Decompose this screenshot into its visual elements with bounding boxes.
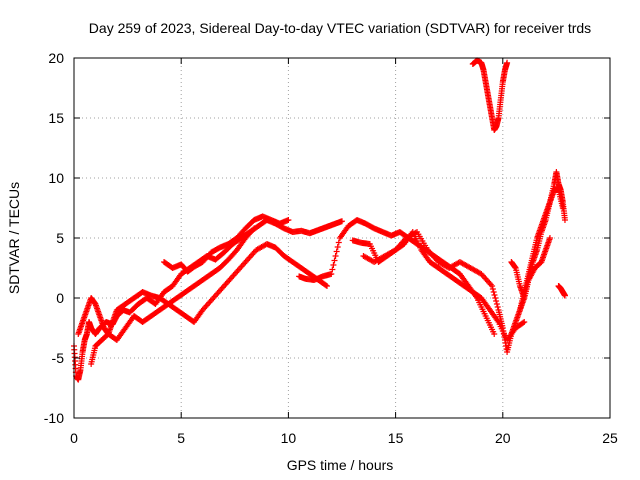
- data-point: [331, 257, 338, 264]
- data-point: [490, 289, 497, 295]
- data-point: [521, 319, 528, 325]
- data-point: [491, 331, 498, 337]
- axis-ticks: 0 5 10 15 20 25 -10 -5 0 5 10 15 20: [44, 50, 618, 446]
- x-tick-label: 25: [602, 430, 618, 446]
- data-point: [561, 292, 568, 299]
- y-axis-title: SDTVAR / TECUs: [6, 182, 22, 294]
- y-tick-label: 20: [48, 50, 64, 66]
- data-point: [332, 253, 339, 259]
- x-tick-label: 20: [495, 430, 511, 446]
- data-point: [339, 218, 345, 225]
- y-tick-label: 15: [48, 110, 64, 126]
- data-point: [329, 266, 336, 273]
- data-point: [323, 283, 330, 289]
- data-point: [251, 225, 258, 232]
- y-tick-label: 0: [56, 290, 64, 306]
- data-point: [335, 239, 342, 246]
- x-tick-label: 15: [388, 430, 404, 446]
- data-point: [330, 262, 337, 268]
- x-tick-label: 10: [281, 430, 297, 446]
- data-point: [492, 295, 499, 301]
- data-point: [489, 286, 496, 292]
- y-tick-label: -10: [44, 410, 64, 426]
- series-track-c: [161, 213, 292, 275]
- data-point: [491, 292, 498, 298]
- data-point: [493, 301, 500, 307]
- data-point: [333, 248, 340, 255]
- y-tick-label: 10: [48, 170, 64, 186]
- data-point: [561, 217, 568, 223]
- data-point: [546, 235, 553, 241]
- series-track-j: [516, 187, 566, 313]
- data-point: [328, 271, 335, 277]
- data-marks: [71, 57, 568, 383]
- data-point: [489, 283, 496, 289]
- y-tick-label: -5: [52, 350, 65, 366]
- series-track-d: [88, 225, 258, 367]
- y-tick-label: 5: [56, 230, 64, 246]
- data-point: [559, 205, 566, 211]
- series-track-e: [296, 217, 498, 337]
- data-point: [322, 282, 329, 289]
- data-point: [520, 319, 527, 326]
- data-point: [285, 217, 292, 223]
- x-tick-label: 5: [177, 430, 185, 446]
- series-track-h: [469, 57, 511, 133]
- x-tick-label: 0: [70, 430, 78, 446]
- chart-title: Day 259 of 2023, Sidereal Day-to-day VTE…: [89, 20, 591, 36]
- data-point: [493, 298, 500, 304]
- data-point: [494, 304, 501, 310]
- data-point: [250, 226, 257, 233]
- data-point: [334, 244, 341, 250]
- x-axis-title: GPS time / hours: [287, 457, 394, 473]
- series-track-a: [71, 217, 345, 383]
- data-point: [504, 59, 511, 66]
- series-track-k: [555, 283, 568, 299]
- series-track-b: [75, 241, 330, 337]
